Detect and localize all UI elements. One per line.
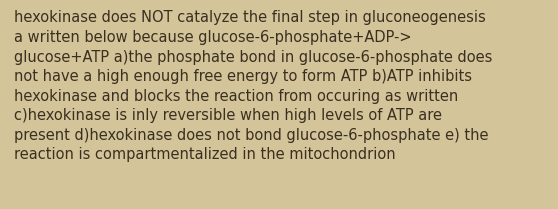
Text: hexokinase does NOT catalyze the final step in gluconeogenesis
a written below b: hexokinase does NOT catalyze the final s…: [14, 10, 492, 162]
